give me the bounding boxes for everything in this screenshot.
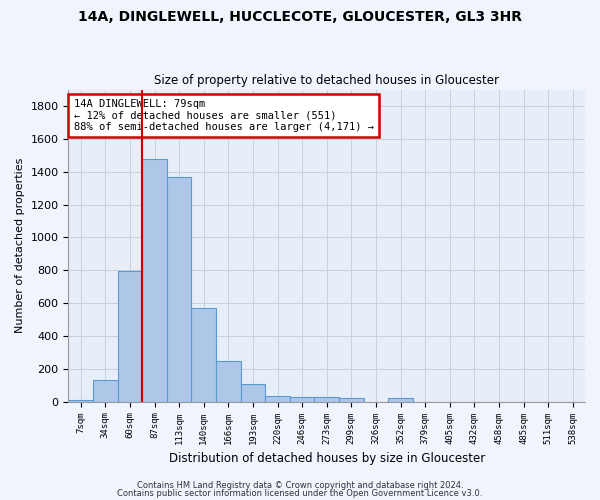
Bar bbox=[339, 398, 364, 402]
Title: Size of property relative to detached houses in Gloucester: Size of property relative to detached ho… bbox=[154, 74, 499, 87]
Bar bbox=[191, 308, 216, 402]
Text: Contains public sector information licensed under the Open Government Licence v3: Contains public sector information licen… bbox=[118, 488, 482, 498]
Bar bbox=[314, 397, 339, 402]
Bar bbox=[265, 396, 290, 402]
Bar bbox=[68, 400, 93, 402]
Bar bbox=[216, 360, 241, 402]
Bar bbox=[167, 176, 191, 402]
Bar bbox=[241, 384, 265, 402]
Text: Contains HM Land Registry data © Crown copyright and database right 2024.: Contains HM Land Registry data © Crown c… bbox=[137, 481, 463, 490]
Text: 14A DINGLEWELL: 79sqm
← 12% of detached houses are smaller (551)
88% of semi-det: 14A DINGLEWELL: 79sqm ← 12% of detached … bbox=[74, 99, 374, 132]
Y-axis label: Number of detached properties: Number of detached properties bbox=[15, 158, 25, 334]
Bar bbox=[118, 271, 142, 402]
Bar bbox=[142, 160, 167, 402]
Bar bbox=[290, 397, 314, 402]
Text: 14A, DINGLEWELL, HUCCLECOTE, GLOUCESTER, GL3 3HR: 14A, DINGLEWELL, HUCCLECOTE, GLOUCESTER,… bbox=[78, 10, 522, 24]
X-axis label: Distribution of detached houses by size in Gloucester: Distribution of detached houses by size … bbox=[169, 452, 485, 465]
Bar bbox=[388, 398, 413, 402]
Bar bbox=[93, 380, 118, 402]
